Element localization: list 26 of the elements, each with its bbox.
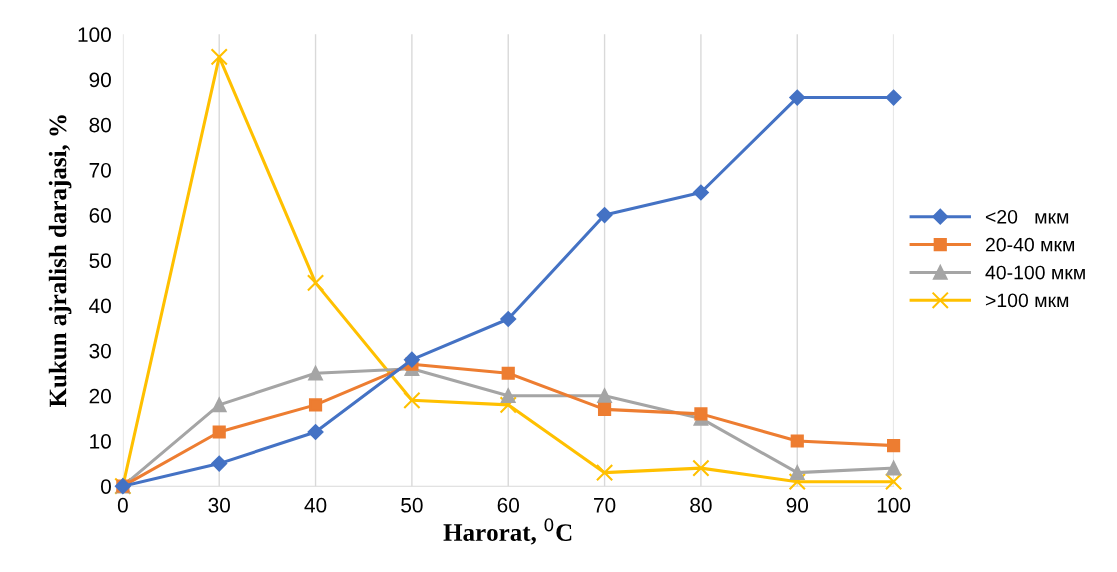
- y-tick-label: 80: [89, 117, 111, 133]
- x-tick-label: 70: [594, 497, 616, 513]
- x-tick-label: 50: [401, 497, 423, 513]
- x-axis-title: Harorat, $^{0}$C: [443, 518, 572, 545]
- y-tick-label: 70: [89, 162, 111, 178]
- legend-label: <20 мкм: [985, 209, 1069, 224]
- legend-label: 20-40 мкм: [985, 237, 1075, 252]
- x-tick-label: 40: [304, 497, 327, 513]
- x-tick-label: 0: [117, 497, 128, 513]
- y-tick-label: 40: [89, 298, 111, 314]
- y-tick-label: 60: [89, 208, 111, 223]
- x-tick-label: 80: [690, 497, 712, 513]
- y-tick-label: 10: [90, 434, 111, 449]
- legend-label: 40-100 мкм: [985, 265, 1085, 280]
- x-tick-label: 90: [786, 497, 809, 513]
- y-tick-label: 50: [89, 253, 111, 269]
- x-tick-label: 100: [877, 497, 911, 513]
- x-tick-label: 30: [208, 497, 230, 513]
- y-axis-title: Kukun ajralish darajasi, %: [48, 115, 72, 408]
- y-tick-label: 90: [89, 72, 111, 88]
- y-tick-label: 30: [89, 343, 111, 359]
- legend-label: >100 мкм: [985, 293, 1069, 308]
- y-tick-label: 20: [89, 388, 111, 404]
- y-tick-label: 100: [78, 27, 111, 43]
- y-tick-label: 0: [100, 479, 111, 494]
- x-tick-label: 60: [497, 497, 520, 513]
